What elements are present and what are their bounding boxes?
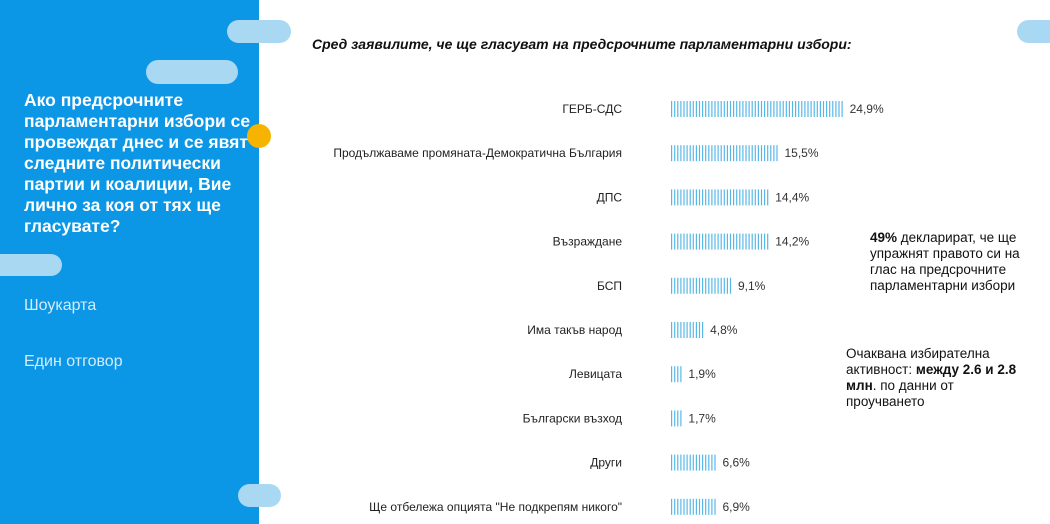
category-label: Други bbox=[590, 456, 622, 470]
turnout-percent: 49% bbox=[870, 230, 898, 245]
category-label: Български възход bbox=[523, 411, 622, 425]
activity-tail: . по данни от проучването bbox=[846, 378, 954, 409]
bar bbox=[671, 189, 769, 206]
decor-pill bbox=[1017, 20, 1050, 43]
value-label: 1,7% bbox=[688, 411, 716, 425]
card-label: Шоукарта bbox=[24, 297, 97, 314]
bar bbox=[671, 322, 704, 338]
value-label: 15,5% bbox=[785, 146, 819, 160]
value-label: 4,8% bbox=[710, 323, 738, 337]
bar bbox=[671, 454, 716, 471]
decor-pill bbox=[146, 60, 238, 84]
value-label: 1,9% bbox=[688, 367, 716, 381]
category-label: БСП bbox=[597, 279, 622, 293]
bar bbox=[671, 410, 682, 427]
value-label: 14,4% bbox=[775, 190, 809, 204]
category-label: Ще отбележа опцията "Не подкрепям никого… bbox=[369, 500, 622, 514]
answer-label: Един отговор bbox=[24, 353, 123, 370]
category-label: ГЕРБ-СДС bbox=[562, 102, 622, 116]
bar bbox=[671, 145, 778, 162]
bar bbox=[671, 101, 843, 117]
bar bbox=[671, 366, 682, 383]
value-label: 24,9% bbox=[850, 102, 884, 116]
chart-title: Сред заявилите, че ще гласуват на предср… bbox=[312, 36, 852, 52]
category-label: Възраждане bbox=[553, 235, 623, 249]
activity-note: Очаквана избирателна активност: между 2.… bbox=[846, 346, 1031, 410]
decor-pill bbox=[238, 484, 281, 507]
category-label: ДПС bbox=[597, 190, 623, 204]
value-label: 14,2% bbox=[775, 235, 809, 249]
bar bbox=[671, 277, 732, 294]
question-text: Ако предсрочните парламентарни избори се… bbox=[24, 90, 251, 236]
value-label: 6,9% bbox=[723, 500, 751, 514]
decor-pill bbox=[227, 20, 291, 43]
turnout-note: 49% декларират, че ще упражнят правото с… bbox=[870, 230, 1030, 294]
value-label: 6,6% bbox=[723, 456, 751, 470]
accent-dot bbox=[247, 124, 271, 148]
decor-pill bbox=[0, 254, 62, 276]
category-label: Има такъв народ bbox=[527, 323, 622, 337]
value-label: 9,1% bbox=[738, 279, 766, 293]
sidebar: Ако предсрочните парламентарни избори се… bbox=[0, 0, 259, 524]
category-label: Левицата bbox=[569, 367, 622, 381]
activity-range: между 2.6 и 2.8 млн bbox=[846, 362, 1017, 393]
turnout-text: декларират, че ще упражнят правото си на… bbox=[870, 230, 1020, 293]
category-label: Продължаваме промяната-Демократична Бълг… bbox=[333, 146, 622, 160]
bar bbox=[671, 233, 769, 250]
bar bbox=[671, 498, 716, 515]
activity-text: Очаквана избирателна активност: bbox=[846, 346, 990, 377]
